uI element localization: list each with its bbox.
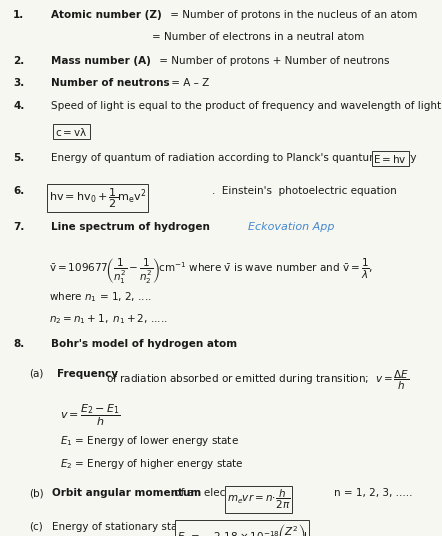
Text: 2.: 2. — [13, 56, 24, 66]
Text: Energy of stationary states: Energy of stationary states — [52, 522, 193, 532]
Text: 6.: 6. — [13, 187, 24, 196]
Text: $\mathrm{hv = hv_0 + \dfrac{1}{2}m_e v^2}$: $\mathrm{hv = hv_0 + \dfrac{1}{2}m_e v^2… — [49, 187, 146, 210]
Text: n = 1, 2, 3, .....: n = 1, 2, 3, ..... — [334, 488, 412, 498]
Text: 5.: 5. — [13, 153, 24, 162]
Text: Line spectrum of hydrogen: Line spectrum of hydrogen — [51, 222, 210, 233]
Text: Mass number (A): Mass number (A) — [51, 56, 151, 66]
Text: Bohr's model of hydrogen atom: Bohr's model of hydrogen atom — [51, 339, 237, 349]
Text: $v = \dfrac{E_2 - E_1}{h}$: $v = \dfrac{E_2 - E_1}{h}$ — [60, 403, 120, 428]
Text: (a): (a) — [29, 369, 43, 379]
Text: $E_1$ = Energy of lower energy state: $E_1$ = Energy of lower energy state — [60, 434, 239, 448]
Text: $E_n = -2.18\times10^{-18}\!\left(\dfrac{Z^2}{n^2}\right)\!\mathrm{J}$: $E_n = -2.18\times10^{-18}\!\left(\dfrac… — [177, 522, 308, 536]
Text: where $n_1$ = 1, 2, ....: where $n_1$ = 1, 2, .... — [49, 290, 151, 304]
Text: of radiation absorbed or emitted during transition;  $v = \dfrac{\Delta E}{h}$: of radiation absorbed or emitted during … — [103, 369, 410, 392]
Text: .  Einstein's  photoelectric equation: . Einstein's photoelectric equation — [212, 187, 397, 196]
Text: $\bar{\mathrm{v}} = 109677\!\left(\dfrac{1}{n_1^2} - \dfrac{1}{n_2^2}\right)\!\m: $\bar{\mathrm{v}} = 109677\!\left(\dfrac… — [49, 256, 373, 285]
Text: $m_e vr = n\!\cdot\!\dfrac{h}{2\pi}$: $m_e vr = n\!\cdot\!\dfrac{h}{2\pi}$ — [227, 488, 290, 511]
Text: Speed of light is equal to the product of frequency and wavelength of light: Speed of light is equal to the product o… — [51, 101, 441, 111]
Text: (c): (c) — [29, 522, 42, 532]
Text: = A – Z: = A – Z — [168, 78, 209, 88]
Text: Atomic number (Z): Atomic number (Z) — [51, 10, 162, 20]
Text: 8.: 8. — [13, 339, 24, 349]
Text: $E_2$ = Energy of higher energy state: $E_2$ = Energy of higher energy state — [60, 457, 244, 471]
Text: 4.: 4. — [13, 101, 25, 111]
Text: = Number of protons in the nucleus of an atom: = Number of protons in the nucleus of an… — [167, 10, 417, 20]
Text: = Number of protons + Number of neutrons: = Number of protons + Number of neutrons — [156, 56, 389, 66]
Text: 7.: 7. — [13, 222, 25, 233]
Text: $\mathrm{E = hv}$: $\mathrm{E = hv}$ — [373, 153, 407, 165]
Text: = Number of electrons in a neutral atom: = Number of electrons in a neutral atom — [152, 32, 365, 42]
Text: $\mathrm{c = v\lambda}$: $\mathrm{c = v\lambda}$ — [55, 125, 88, 138]
Text: $n_2 = n_1 + 1,\ n_1 + 2$, .....: $n_2 = n_1 + 1,\ n_1 + 2$, ..... — [49, 312, 167, 326]
Text: Number of neutrons: Number of neutrons — [51, 78, 169, 88]
Text: Eckovation App: Eckovation App — [248, 222, 334, 233]
Text: 3.: 3. — [13, 78, 24, 88]
Text: Frequency: Frequency — [57, 369, 118, 379]
Text: Orbit angular momentum: Orbit angular momentum — [52, 488, 201, 498]
Text: Energy of quantum of radiation according to Planck's quantum theory: Energy of quantum of radiation according… — [51, 153, 416, 162]
Text: 1.: 1. — [13, 10, 24, 20]
Text: of an electron,: of an electron, — [171, 488, 251, 498]
Text: (b): (b) — [29, 488, 43, 498]
